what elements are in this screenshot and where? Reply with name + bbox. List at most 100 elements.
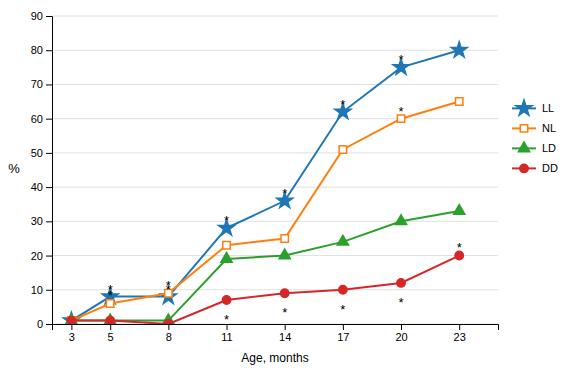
marker [67,316,75,324]
legend-symbol [520,125,527,132]
tick: 50 [31,147,52,159]
annotation: * [399,52,404,67]
tick-mark [46,50,52,51]
tick-mark [168,324,169,330]
tick-mark [46,256,52,257]
line [71,50,459,320]
tick-label: 60 [31,113,43,125]
tick-mark [46,16,52,17]
marker [456,98,463,105]
legend-label: LD [542,142,556,154]
tick-label: 14 [279,331,291,343]
annotation: * [457,240,462,255]
tick-mark [46,119,52,120]
grid-line [52,289,498,290]
marker [281,235,288,242]
series [66,205,465,324]
tick-mark [401,324,402,330]
line [71,256,459,324]
tick: 30 [31,215,52,227]
tick-mark [71,324,72,330]
tick-label: 5 [108,331,114,343]
x-axis: 3 5 8 11 14 17 20 23 [53,324,499,343]
tick-label: 20 [395,331,407,343]
legend-symbol [516,100,532,115]
chart: 35811141720230102030405060708090********… [0,0,576,370]
marker [68,317,75,324]
series [63,42,467,324]
tick: 90 [31,10,52,22]
marker [105,314,116,324]
marker [451,42,467,57]
tick: 20 [31,250,52,262]
tick-label: 23 [454,331,466,343]
tick-label: 50 [31,147,43,159]
tick-label: 80 [31,44,43,56]
axis-line [46,17,53,325]
marker [106,316,114,324]
tick: 0 [37,318,52,330]
tick: 40 [31,181,52,193]
tick: 17 [337,324,349,343]
tick-label: 11 [221,331,232,343]
annotation: * [224,213,229,228]
legend-item: LL [512,100,554,115]
grid-line [52,118,498,119]
tick: 20 [395,324,407,343]
annotation: * [224,312,229,327]
marker [337,235,348,245]
axis-line [53,325,499,331]
marker [339,146,346,153]
annotation: * [340,302,345,317]
plot: 35811141720230102030405060708090********… [31,10,558,343]
tick-label: 10 [31,284,43,296]
annotation: * [399,295,404,310]
tick-label: 90 [31,10,43,22]
tick-label: 17 [337,331,349,343]
marker [222,296,230,304]
grid-line [52,152,498,153]
series [68,98,463,324]
marker [102,288,118,303]
marker [454,205,465,215]
legend-symbol [520,164,528,172]
tick-mark [46,290,52,291]
tick: 60 [31,113,52,125]
line [71,102,459,321]
series-group [63,42,467,324]
tick-mark [46,324,52,325]
tick: 14 [279,324,291,343]
marker [221,252,232,262]
tick: 5 [108,324,114,343]
series [67,251,463,324]
annotations: ************** [108,52,462,327]
marker [66,314,77,324]
marker [281,289,289,297]
tick-label: 40 [31,181,43,193]
y-axis-title: % [8,161,20,176]
line [71,211,459,321]
marker [339,286,347,294]
tick: 8 [166,324,172,343]
y-axis: 0102030405060708090 [31,10,53,330]
legend-item: DD [512,162,558,174]
grid-line [52,221,498,222]
legend-label: NL [542,122,556,134]
tick-label: 8 [166,331,172,343]
tick-mark [110,324,111,330]
grid [52,16,498,324]
grid-line [52,84,498,85]
annotation: * [166,278,171,293]
annotation: * [340,97,345,112]
tick: 23 [454,324,466,343]
annotation: * [108,288,113,303]
marker [395,215,406,225]
marker [397,279,405,287]
tick-label: 3 [69,331,75,343]
marker [223,242,230,249]
tick-label: 0 [37,318,43,330]
tick-mark [343,324,344,330]
legend-symbol [518,142,529,152]
tick: 10 [31,284,52,296]
annotation: * [282,305,287,320]
